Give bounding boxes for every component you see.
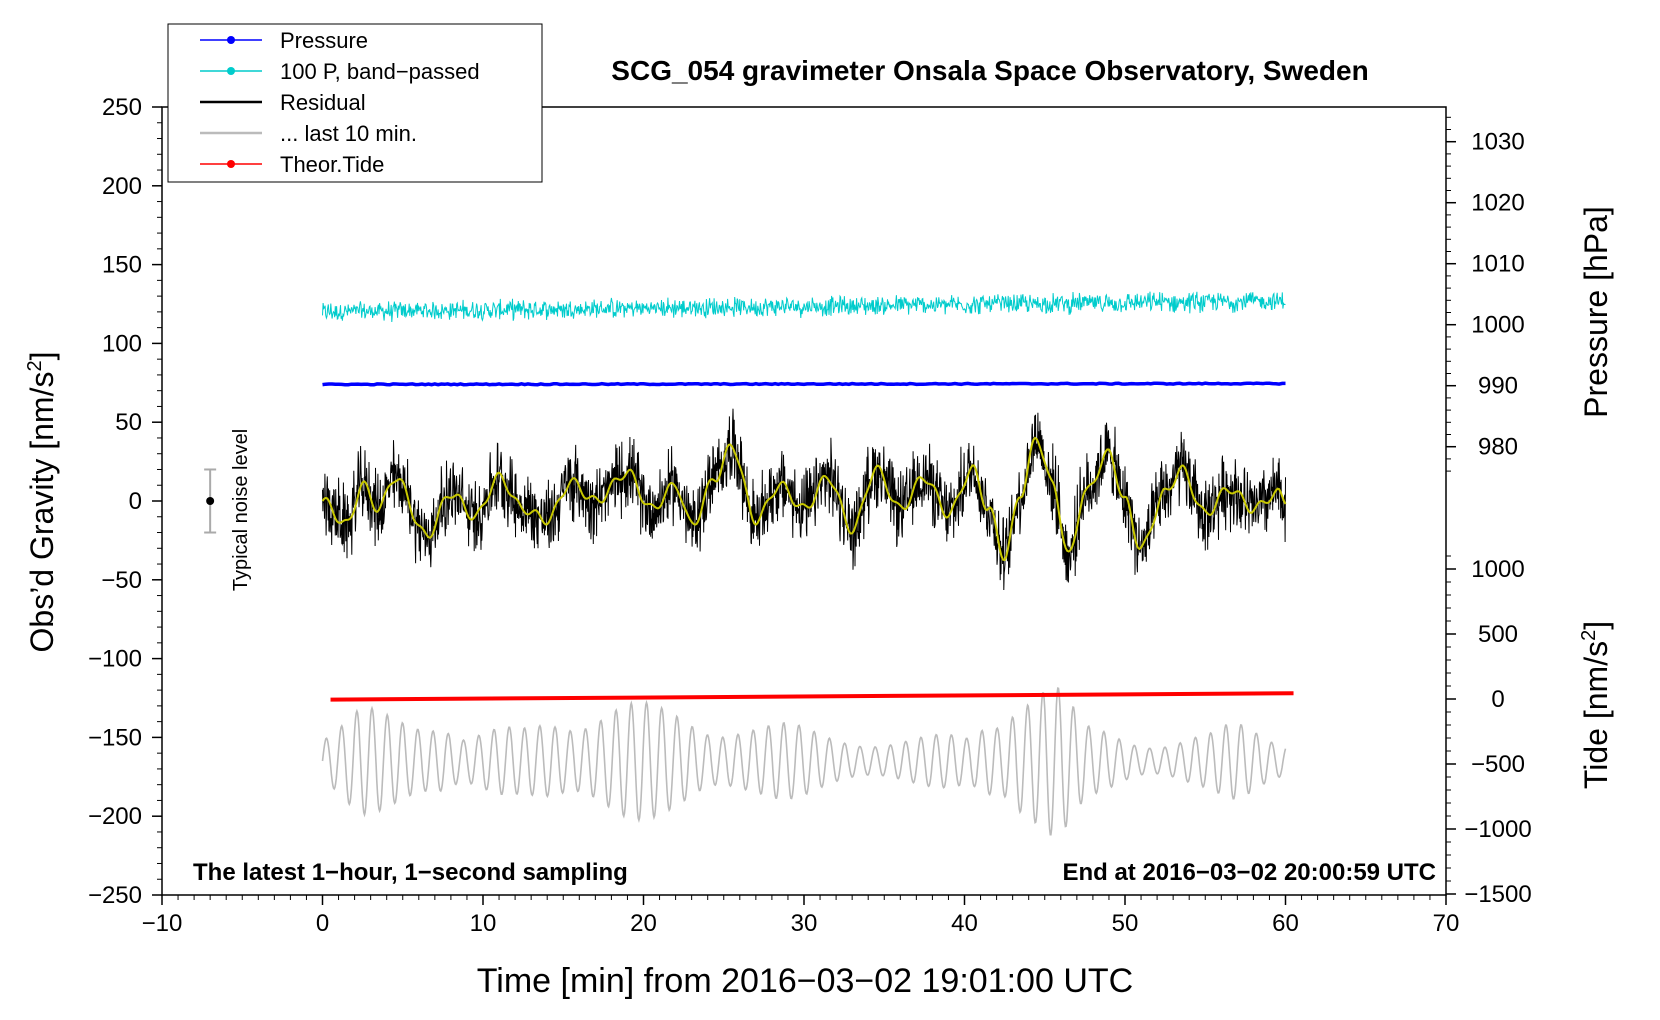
x-tick-label: 40 <box>951 910 978 937</box>
series-band-passed-pressure <box>322 291 1286 323</box>
y-tick-label: 250 <box>102 94 142 121</box>
tide-tick-label: −1000 <box>1464 816 1531 843</box>
y-axis-title-tide: Tide [nm/s2] <box>1578 621 1614 789</box>
y-tick-label: 200 <box>102 173 142 200</box>
x-tick-label: 60 <box>1272 910 1299 937</box>
series-line-residual-smoothed <box>321 436 1287 562</box>
series-line-residual <box>322 408 1286 591</box>
series-line-band-passed <box>322 291 1286 323</box>
y-tick-label: 100 <box>102 330 142 357</box>
series-line-tide <box>330 691 1294 702</box>
y-tick-label: 150 <box>102 252 142 279</box>
series-residual-smoothed <box>321 436 1287 562</box>
legend-label: Pressure <box>280 28 368 53</box>
pressure-tick-label: 1010 <box>1471 251 1524 278</box>
annotation-sampling: The latest 1−hour, 1−second sampling <box>193 859 628 886</box>
x-tick-label: 0 <box>316 910 329 937</box>
x-tick-label: −10 <box>142 910 183 937</box>
noise-bar-center-dot <box>206 497 215 505</box>
y-tick-label: −250 <box>88 882 142 909</box>
pressure-tick-label: 1020 <box>1471 190 1524 217</box>
y-axis-title-tide-sup: 2 <box>1578 630 1600 641</box>
x-axis: −10 0 10 20 30 40 50 60 70 <box>142 895 1460 937</box>
legend: Pressure 100 P, band−passed Residual ... la… <box>167 23 543 183</box>
chart-title: SCG_054 gravimeter Onsala Space Observat… <box>611 55 1368 86</box>
y-axis-pressure: 980 990 1000 1010 1020 1030 <box>1446 116 1525 472</box>
y-axis-tide: −1500 −1000 −500 0 500 1000 <box>1446 555 1532 908</box>
x-tick-label: 70 <box>1433 910 1460 937</box>
y-axis-title-gravity-close: ] <box>24 352 60 361</box>
tide-tick-label: −1500 <box>1464 881 1531 908</box>
y-tick-label: −50 <box>101 567 142 594</box>
y-tick-label: 50 <box>115 409 142 436</box>
y-tick-label: −100 <box>88 646 142 673</box>
tide-tick-label: 500 <box>1478 621 1518 648</box>
tide-tick-label: −500 <box>1471 751 1525 778</box>
y-axis-title-pressure: Pressure [hPa] <box>1578 206 1614 418</box>
x-tick-label: 30 <box>791 910 818 937</box>
legend-marker <box>227 160 235 168</box>
legend-label: 100 P, band−passed <box>280 59 480 84</box>
x-axis-title: Time [min] from 2016−03−02 19:01:00 UTC <box>477 962 1133 1000</box>
series-last-10-min <box>321 687 1287 836</box>
x-tick-label: 20 <box>630 910 657 937</box>
legend-label: ... last 10 min. <box>280 121 417 146</box>
tide-tick-label: 1000 <box>1471 556 1524 583</box>
x-tick-label: 50 <box>1112 910 1139 937</box>
y-axis-title-tide-close: ] <box>1578 621 1614 630</box>
legend-marker <box>227 67 235 75</box>
pressure-tick-label: 990 <box>1478 373 1518 400</box>
series-line-pressure <box>322 381 1286 387</box>
y-axis-title-tide-main: Tide [nm/s <box>1578 641 1614 789</box>
annotation-end-time: End at 2016−03−02 20:00:59 UTC <box>1062 859 1436 886</box>
noise-level-label: Typical noise level <box>230 429 252 591</box>
legend-label: Theor.Tide <box>280 152 384 177</box>
y-tick-label: 0 <box>129 488 142 515</box>
tide-tick-label: 0 <box>1491 686 1504 713</box>
series-residual <box>322 408 1286 591</box>
pressure-tick-label: 1030 <box>1471 129 1524 156</box>
y-axis-title-gravity-main: Obs’d Gravity [nm/s <box>24 372 60 653</box>
y-axis-title-gravity-sup: 2 <box>24 360 46 371</box>
series-pressure <box>322 381 1286 387</box>
y-axis-gravity: −250 −200 −150 −100 −50 0 50 100 150 200 250 <box>88 94 162 909</box>
legend-label: Residual <box>280 90 366 115</box>
series-theoretical-tide <box>330 691 1294 702</box>
typical-noise-bar <box>204 468 217 534</box>
x-tick-label: 10 <box>470 910 497 937</box>
legend-marker <box>227 36 235 44</box>
pressure-tick-label: 980 <box>1478 434 1518 461</box>
y-axis-title-gravity: Obs’d Gravity [nm/s2] <box>24 352 60 653</box>
series-line-last-10-min <box>321 687 1287 836</box>
pressure-tick-label: 1000 <box>1471 312 1524 339</box>
y-tick-label: −200 <box>88 803 142 830</box>
y-tick-label: −150 <box>88 724 142 751</box>
